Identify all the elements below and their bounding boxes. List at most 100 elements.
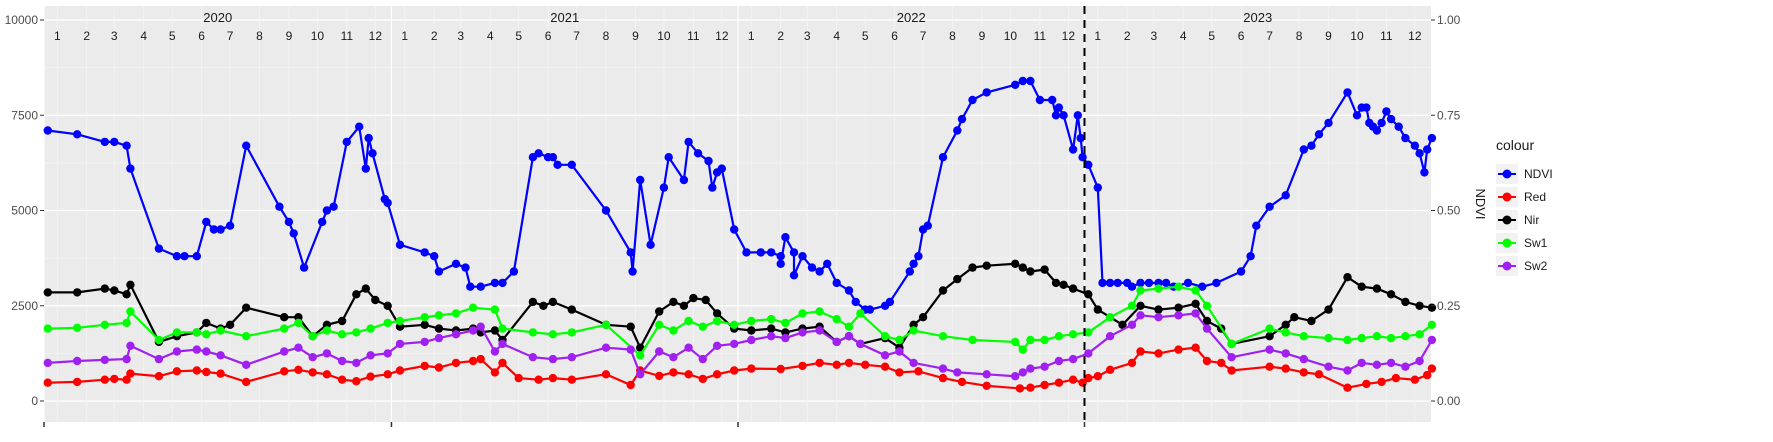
data-point-ndvi xyxy=(368,149,377,158)
data-point-sw2 xyxy=(100,355,110,365)
data-point-red xyxy=(832,360,841,369)
data-point-red xyxy=(43,378,52,387)
legend-key-point xyxy=(1502,215,1512,225)
data-point-red xyxy=(534,375,543,384)
data-point-nir xyxy=(1324,305,1333,314)
right-tick-label: 1.00 xyxy=(1437,13,1461,27)
data-point-sw2 xyxy=(1136,311,1145,320)
bottom-axis xyxy=(43,422,1086,427)
year-label: 2023 xyxy=(1243,10,1272,25)
data-point-red xyxy=(337,375,347,384)
data-point-sw1 xyxy=(1357,333,1366,343)
data-point-red xyxy=(451,358,461,368)
data-point-sw1 xyxy=(747,316,756,326)
month-label: 12 xyxy=(1062,29,1076,43)
data-point-sw1 xyxy=(352,328,361,337)
data-point-sw2 xyxy=(982,370,991,379)
data-point-nir xyxy=(1401,297,1410,307)
data-point-red xyxy=(1227,366,1236,375)
left-tick-label: 7500 xyxy=(11,108,38,122)
data-point-nir xyxy=(337,316,347,326)
data-point-red xyxy=(1174,345,1183,354)
month-label: 5 xyxy=(862,29,869,43)
data-point-red xyxy=(216,369,225,378)
data-point-ndvi xyxy=(1084,160,1093,169)
data-point-ndvi xyxy=(1127,282,1137,291)
legend-key-point xyxy=(1502,192,1512,202)
data-point-ndvi xyxy=(1068,145,1078,154)
data-point-red xyxy=(669,368,678,377)
data-point-ndvi xyxy=(1314,130,1324,139)
data-point-ndvi xyxy=(1265,202,1274,211)
data-point-red xyxy=(567,375,576,384)
month-label: 10 xyxy=(657,29,671,43)
data-point-sw1 xyxy=(172,328,182,337)
data-point-sw2 xyxy=(202,347,211,356)
data-point-ndvi xyxy=(126,164,135,173)
month-label: 9 xyxy=(1325,29,1332,43)
data-point-sw1 xyxy=(294,318,303,328)
data-point-ndvi xyxy=(1198,282,1207,291)
data-point-sw2 xyxy=(781,333,790,343)
month-label: 2 xyxy=(777,29,784,43)
data-point-nir xyxy=(1093,305,1103,314)
data-point-ndvi xyxy=(299,263,309,272)
data-point-ndvi xyxy=(601,206,611,215)
month-label: 3 xyxy=(111,29,118,43)
data-point-sw1 xyxy=(337,330,347,339)
data-point-ndvi xyxy=(1011,80,1020,90)
data-point-ndvi xyxy=(154,244,164,253)
data-point-sw2 xyxy=(1427,335,1437,345)
data-point-nir xyxy=(126,280,135,289)
data-point-ndvi xyxy=(395,240,405,249)
data-point-nir xyxy=(953,274,962,284)
month-label: 6 xyxy=(545,29,552,43)
data-point-sw2 xyxy=(172,347,182,356)
data-point-sw1 xyxy=(1227,339,1236,349)
data-point-ndvi xyxy=(43,126,52,135)
data-point-red xyxy=(1136,347,1145,356)
month-label: 7 xyxy=(1266,29,1273,43)
data-point-ndvi xyxy=(1299,145,1309,154)
data-point-nir xyxy=(669,297,678,307)
data-point-sw2 xyxy=(730,339,739,349)
data-point-sw2 xyxy=(322,349,332,358)
data-point-sw2 xyxy=(280,347,289,356)
month-label: 3 xyxy=(1150,29,1157,43)
data-point-red xyxy=(548,373,558,383)
data-point-nir xyxy=(361,284,370,293)
data-point-nir xyxy=(122,290,131,299)
series-sw2 xyxy=(43,309,1437,381)
data-point-ndvi xyxy=(534,149,543,158)
data-point-ndvi xyxy=(776,259,785,268)
data-point-sw1 xyxy=(567,328,576,337)
data-point-red xyxy=(798,361,807,371)
data-point-nir xyxy=(1011,259,1020,268)
data-point-ndvi xyxy=(1048,95,1057,105)
series-line-red xyxy=(47,346,1433,390)
data-point-nir xyxy=(280,313,289,322)
data-point-sw2 xyxy=(832,337,841,347)
data-point-sw1 xyxy=(395,316,405,326)
data-point-ndvi xyxy=(1078,153,1087,162)
data-point-ndvi xyxy=(1362,103,1371,112)
data-point-sw1 xyxy=(1154,284,1163,293)
data-point-ndvi xyxy=(1372,126,1382,135)
data-point-nir xyxy=(938,286,948,295)
data-point-sw2 xyxy=(684,343,693,352)
data-point-sw2 xyxy=(366,351,375,360)
month-label: 2 xyxy=(1124,29,1131,43)
data-point-red xyxy=(861,360,870,369)
data-point-ndvi xyxy=(905,267,914,276)
data-point-ndvi xyxy=(553,160,562,169)
month-label: 6 xyxy=(891,29,898,43)
month-label: 7 xyxy=(573,29,580,43)
data-point-sw1 xyxy=(781,318,790,328)
legend-label-ndvi: NDVI xyxy=(1524,167,1553,181)
data-point-sw2 xyxy=(476,322,485,331)
data-point-ndvi xyxy=(909,259,918,268)
data-point-nir xyxy=(1265,332,1274,341)
data-point-sw1 xyxy=(468,303,478,312)
data-point-sw2 xyxy=(490,347,500,356)
data-point-ndvi xyxy=(628,267,637,276)
